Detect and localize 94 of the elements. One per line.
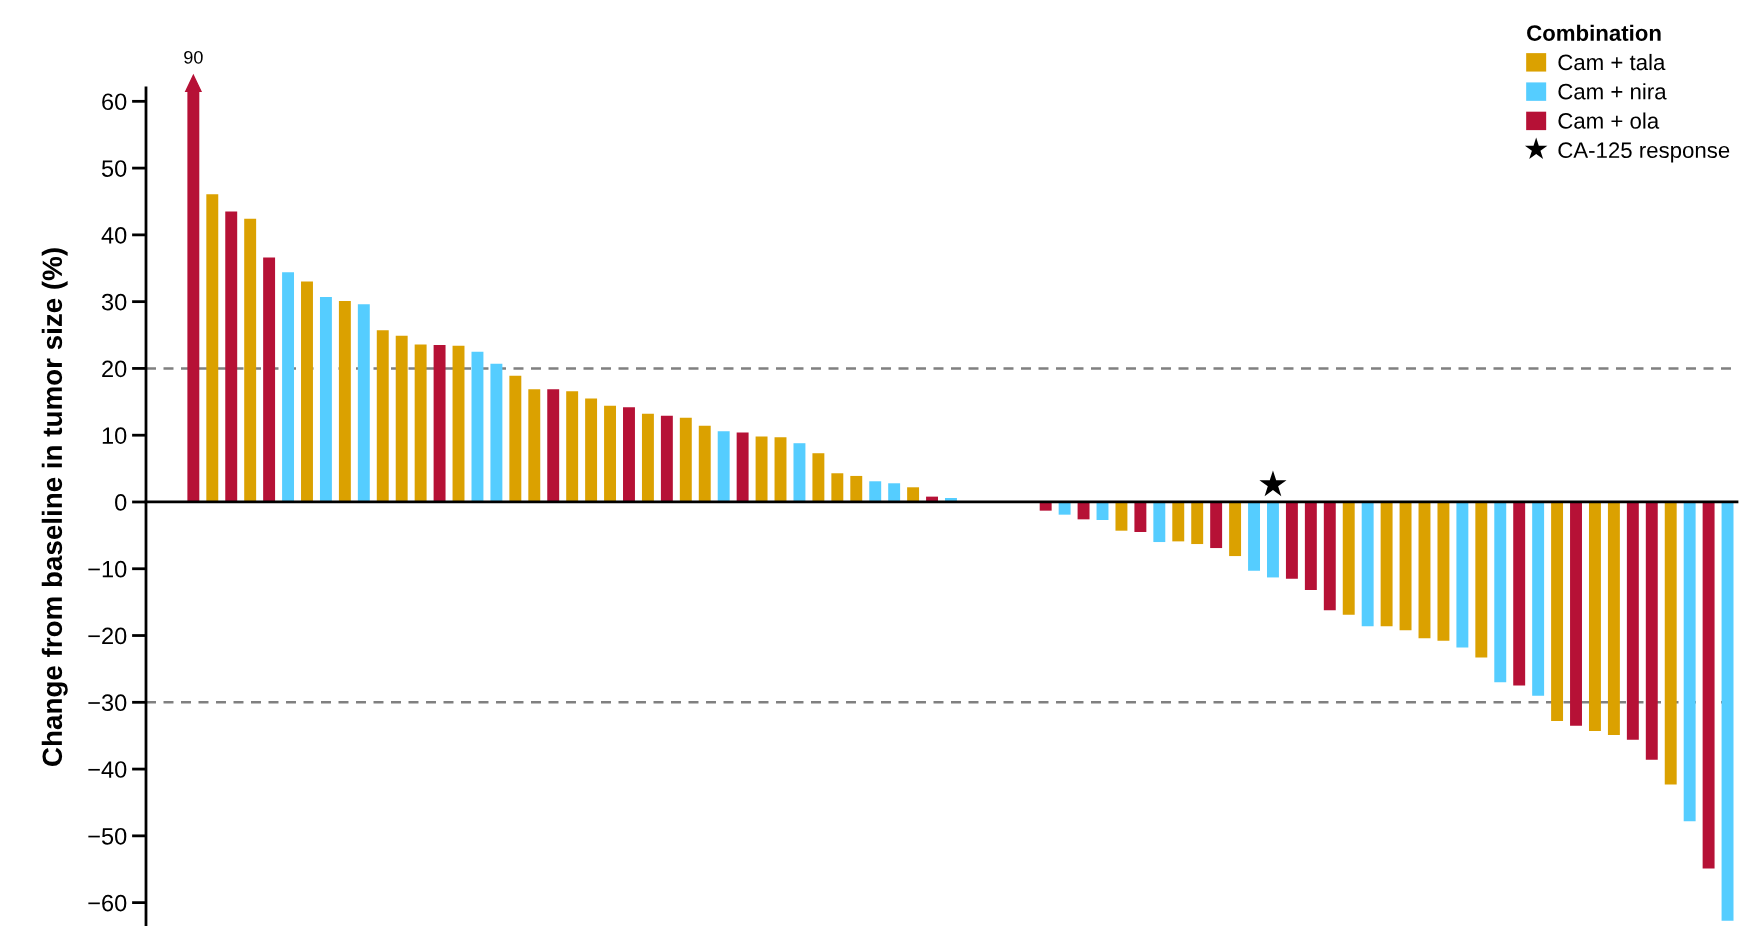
legend-label: Cam + nira	[1558, 83, 1667, 100]
bar	[755, 436, 768, 502]
y-tick-label: −10	[88, 560, 127, 578]
bar	[869, 481, 882, 502]
bar	[1210, 501, 1223, 549]
bar	[1229, 501, 1242, 557]
bar	[338, 300, 351, 502]
bar	[1323, 501, 1336, 611]
y-tick-label: 20	[102, 360, 127, 378]
bar	[452, 345, 465, 502]
bar	[1153, 501, 1166, 543]
bar	[774, 437, 787, 502]
legend-label: CA-125 response	[1558, 142, 1730, 163]
bar	[793, 443, 806, 502]
bar	[282, 272, 295, 502]
bar	[528, 389, 541, 502]
bar	[1683, 501, 1696, 822]
bar	[1191, 501, 1204, 545]
bar	[319, 296, 332, 502]
bar	[1456, 501, 1469, 648]
bar	[1721, 501, 1734, 921]
legend-label: Cam + tala	[1558, 53, 1666, 71]
bar	[888, 483, 901, 502]
bar	[1475, 501, 1488, 658]
bar	[641, 413, 654, 502]
bar	[907, 487, 920, 502]
bar	[1172, 501, 1185, 542]
bar	[206, 194, 219, 502]
y-tick-label: −40	[88, 761, 127, 778]
bar	[244, 218, 257, 502]
bar	[1304, 501, 1317, 591]
bar	[225, 211, 238, 502]
bar	[679, 417, 692, 502]
legend-label: Cam + ola	[1558, 112, 1660, 129]
bar	[1248, 501, 1260, 571]
bar	[1664, 501, 1677, 785]
y-tick-label: 40	[101, 226, 127, 244]
bar	[301, 281, 313, 502]
bar	[604, 405, 617, 502]
bar	[1077, 501, 1090, 520]
legend-title: Combination	[1527, 24, 1661, 41]
bar	[490, 363, 503, 502]
bar	[1399, 501, 1412, 631]
bar	[395, 335, 408, 502]
bar	[376, 330, 389, 502]
y-tick-label: 60	[102, 93, 127, 111]
bar	[585, 398, 598, 502]
bar	[1267, 501, 1279, 578]
bar	[831, 473, 844, 502]
y-tick-label: −20	[88, 627, 127, 645]
bar	[471, 351, 484, 502]
bar	[660, 415, 673, 502]
y-tick-label: 10	[102, 427, 127, 444]
y-tick-label: −30	[88, 694, 127, 712]
bar	[736, 432, 749, 502]
y-tick-label: 50	[101, 160, 127, 177]
bar	[717, 431, 730, 502]
bar	[1607, 501, 1620, 736]
bar	[1342, 501, 1355, 615]
bar	[1588, 501, 1601, 732]
bar	[1039, 501, 1052, 511]
bar	[263, 257, 276, 502]
bar	[1437, 501, 1450, 641]
bar	[1285, 501, 1298, 579]
y-tick-label: −60	[88, 894, 127, 912]
bar	[698, 425, 711, 502]
bar	[623, 407, 635, 502]
bar	[1532, 501, 1545, 696]
bar	[433, 345, 446, 502]
y-tick-label: 0	[115, 494, 127, 511]
bar	[1418, 501, 1431, 639]
y-tick-label: 30	[101, 293, 127, 311]
bar	[1494, 501, 1507, 683]
bar	[414, 344, 427, 502]
bar	[1645, 501, 1658, 760]
bar	[566, 391, 579, 502]
bar	[1115, 501, 1128, 531]
bar	[1570, 501, 1582, 726]
bar	[547, 389, 560, 502]
bar	[357, 304, 370, 502]
y-tick-label: −50	[88, 827, 127, 845]
bar	[1626, 501, 1639, 740]
bar	[850, 475, 863, 502]
text: 90	[184, 50, 203, 64]
bar	[1702, 501, 1715, 869]
y-axis-title: Change from baseline in tumor size (%)	[41, 248, 68, 766]
bar	[1361, 501, 1374, 627]
bar	[1551, 501, 1564, 721]
bar	[1134, 501, 1147, 533]
bar	[812, 453, 825, 502]
bar	[1058, 501, 1071, 515]
bar	[1513, 501, 1526, 686]
bar	[509, 375, 522, 502]
bar	[1380, 501, 1393, 627]
